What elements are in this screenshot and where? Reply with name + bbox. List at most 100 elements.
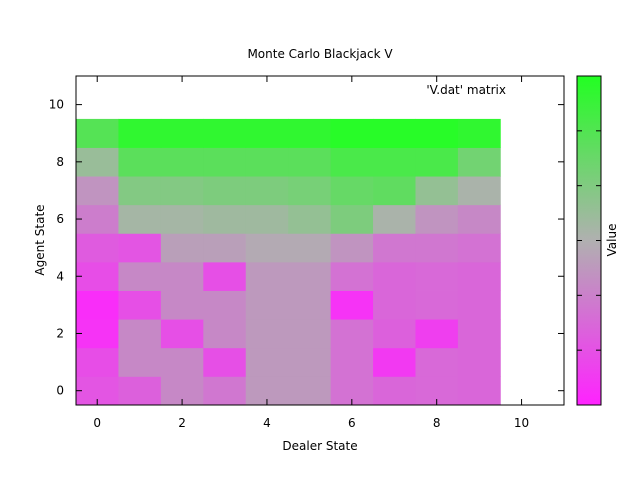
heatmap-cell (288, 290, 332, 320)
heatmap-cell (160, 176, 204, 206)
heatmap-cell (160, 147, 204, 177)
heatmap-cell (76, 147, 119, 177)
x-tick-label: 2 (178, 416, 186, 430)
heatmap-cell (415, 118, 459, 148)
heatmap-cell (245, 261, 289, 291)
heatmap-cell (415, 204, 459, 234)
heatmap-cell (373, 319, 416, 349)
heatmap-cell (330, 290, 374, 320)
x-tick-label: 6 (348, 416, 356, 430)
chart-title: Monte Carlo Blackjack V (247, 47, 393, 61)
heatmap-cell (160, 261, 204, 291)
heatmap-cell (76, 204, 119, 234)
heatmap-cell (118, 376, 162, 406)
y-axis-label: Agent State (33, 204, 47, 275)
y-tick-label: 4 (56, 269, 64, 283)
heatmap-cell (288, 347, 332, 377)
heatmap-cell (330, 147, 374, 177)
heatmap-cell (76, 118, 119, 148)
x-tick-label: 0 (93, 416, 101, 430)
heatmap-cell (76, 347, 119, 377)
heatmap-cell (203, 233, 247, 263)
heatmap-cell (288, 147, 332, 177)
heatmap-cell (288, 376, 332, 406)
heatmap-cell (245, 118, 289, 148)
colorbar-label: Value (605, 224, 619, 257)
heatmap-cell (203, 261, 247, 291)
heatmap-cell (288, 176, 332, 206)
heatmap-cell (457, 118, 501, 148)
heatmap-cell (203, 176, 247, 206)
heatmap-cell (288, 261, 332, 291)
heatmap-cell (457, 261, 501, 291)
heatmap-cell (160, 204, 204, 234)
heatmap-cell (118, 261, 162, 291)
x-axis-label: Dealer State (282, 439, 357, 453)
heatmap-cell (457, 376, 501, 406)
heatmap-cell (415, 147, 459, 177)
heatmap-cell (415, 261, 459, 291)
heatmap-cell (160, 290, 204, 320)
heatmap-cell (245, 319, 289, 349)
heatmap-cell (118, 204, 162, 234)
heatmap-cell (415, 290, 459, 320)
heatmap-cell (160, 233, 204, 263)
heatmap-cell (330, 319, 374, 349)
heatmap-cell (330, 261, 374, 291)
heatmap-cell (160, 319, 204, 349)
heatmap-cell (245, 204, 289, 234)
plot-frame (75, 75, 565, 406)
heatmap-cell (160, 118, 204, 148)
heatmap-cell (118, 118, 162, 148)
heatmap-cell (330, 204, 374, 234)
heatmap-cell (457, 290, 501, 320)
heatmap-cell (373, 290, 416, 320)
x-tick-label: 8 (433, 416, 441, 430)
heatmap-cell (457, 319, 501, 349)
heatmap-cell (203, 319, 247, 349)
heatmap-cell (373, 376, 416, 406)
y-tick-label: 8 (56, 155, 64, 169)
heatmap-cell (330, 176, 374, 206)
heatmap-cell (457, 204, 501, 234)
heatmap-cell (203, 204, 247, 234)
heatmap-cell (245, 347, 289, 377)
y-tick-label: 2 (56, 326, 64, 340)
heatmap-cell (245, 176, 289, 206)
heatmap-cell (118, 147, 162, 177)
heatmap-cell (457, 176, 501, 206)
heatmap-cell (76, 290, 119, 320)
heatmap-cell (373, 204, 416, 234)
axis-ticks: 0 2 4 6 8 10 0 2 4 6 8 10 (49, 76, 564, 430)
heatmap-cell (118, 347, 162, 377)
heatmap-cell (373, 147, 416, 177)
heatmap-cell (118, 233, 162, 263)
heatmap-cell (76, 261, 119, 291)
heatmap-cells (76, 118, 501, 406)
heatmap-cell (415, 233, 459, 263)
heatmap-cell (457, 233, 501, 263)
heatmap-cell (245, 290, 289, 320)
heatmap-cell (288, 319, 332, 349)
heatmap-cell (415, 176, 459, 206)
y-tick-label: 10 (49, 98, 64, 112)
heatmap-cell (245, 147, 289, 177)
heatmap-cell (373, 233, 416, 263)
heatmap-cell (373, 261, 416, 291)
heatmap-cell (415, 319, 459, 349)
heatmap-cell (288, 118, 332, 148)
x-tick-label: 4 (263, 416, 271, 430)
heatmap-cell (160, 347, 204, 377)
heatmap-cell (203, 347, 247, 377)
heatmap-cell (118, 290, 162, 320)
heatmap-cell (330, 233, 374, 263)
heatmap-cell (245, 233, 289, 263)
heatmap-cell (203, 147, 247, 177)
heatmap-cell (203, 118, 247, 148)
colorbar-ticks (577, 75, 601, 406)
heatmap-cell (373, 176, 416, 206)
heatmap-cell (118, 176, 162, 206)
heatmap-cell (76, 176, 119, 206)
legend-entry: 'V.dat' matrix (426, 83, 506, 97)
